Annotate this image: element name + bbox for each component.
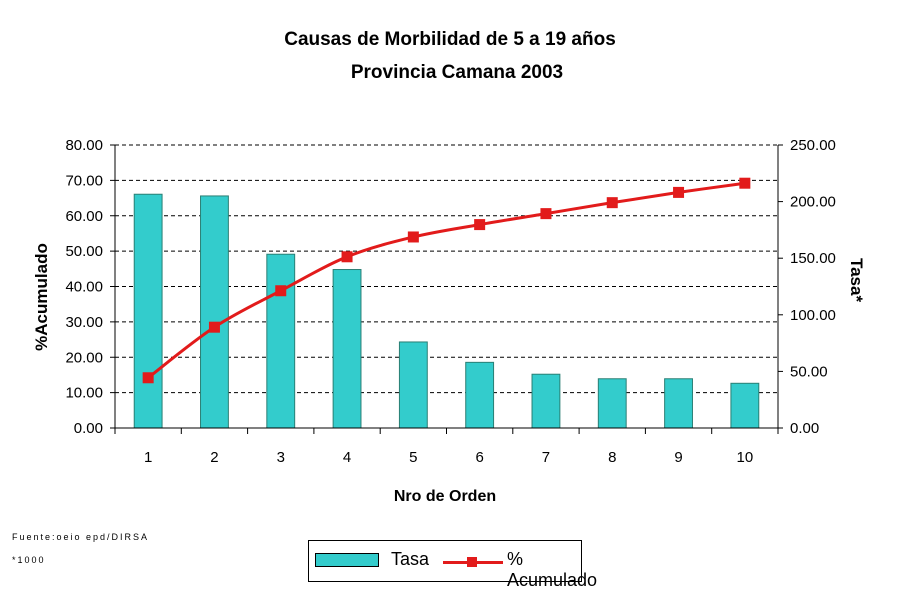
source-note: Fuente:oeio epd/DIRSA xyxy=(12,532,150,542)
legend-marker-acumulado xyxy=(467,557,477,567)
y-left-tick-label: 20.00 xyxy=(65,349,103,366)
y-right-tick-label: 0.00 xyxy=(790,420,819,437)
gridlines xyxy=(115,144,778,394)
point-acumulado xyxy=(673,186,685,198)
point-acumulado xyxy=(739,177,751,189)
y-left-tick-label: 70.00 xyxy=(65,172,103,189)
bar-tasa xyxy=(200,195,229,429)
point-acumulado xyxy=(341,251,353,263)
x-tick-label: 8 xyxy=(608,449,616,466)
axes xyxy=(110,144,783,434)
point-acumulado xyxy=(474,219,486,231)
point-acumulado xyxy=(208,321,220,333)
x-tick-label: 6 xyxy=(475,449,483,466)
y-left-tick-label: 50.00 xyxy=(65,243,103,260)
bar-tasa xyxy=(398,341,428,429)
legend-label-acumulado: % Acumulado xyxy=(507,549,598,590)
point-acumulado xyxy=(275,285,287,297)
bar-tasa xyxy=(133,193,163,429)
y-left-tick-label: 60.00 xyxy=(65,208,103,225)
y-left-tick-label: 80.00 xyxy=(65,137,103,154)
line-acumulado xyxy=(147,181,746,379)
y-right-tick-label: 150.00 xyxy=(790,250,836,267)
x-tick-label: 5 xyxy=(409,449,417,466)
bar-tasa xyxy=(664,378,693,429)
bar-tasa xyxy=(266,253,296,429)
bar-tasa xyxy=(730,382,760,429)
point-acumulado xyxy=(407,231,419,243)
y-right-tick-label: 50.00 xyxy=(790,363,828,380)
bar-tasa xyxy=(597,378,627,429)
chart-title: Causas de Morbilidad de 5 a 19 años xyxy=(284,29,616,50)
x-tick-label: 7 xyxy=(542,449,550,466)
x-tick-label: 3 xyxy=(277,449,285,466)
y-axis-left-label: %Acumulado xyxy=(32,243,51,351)
point-acumulado xyxy=(142,372,154,384)
bar-tasa xyxy=(332,269,362,429)
chart-subtitle: Provincia Camana 2003 xyxy=(351,62,563,83)
x-axis-label: Nro de Orden xyxy=(394,488,496,505)
x-tick-label: 2 xyxy=(210,449,218,466)
y-left-tick-label: 10.00 xyxy=(65,385,103,402)
x-tick-label: 1 xyxy=(144,449,152,466)
y-axis-right-label: Tasa* xyxy=(847,258,866,302)
y-left-tick-label: 40.00 xyxy=(65,279,103,296)
y-right-tick-label: 200.00 xyxy=(790,194,836,211)
x-tick-label: 10 xyxy=(737,449,754,466)
tick-labels: 0.0010.0020.0030.0040.0050.0060.0070.008… xyxy=(65,137,835,466)
point-acumulado xyxy=(606,197,618,209)
legend-swatch-tasa xyxy=(315,553,379,567)
line-series xyxy=(142,177,751,384)
legend: Tasa % Acumulado xyxy=(308,540,597,590)
x-tick-label: 4 xyxy=(343,449,351,466)
y-left-tick-label: 0.00 xyxy=(74,420,103,437)
point-acumulado xyxy=(540,208,552,220)
legend-label-tasa: Tasa xyxy=(391,549,430,569)
y-right-tick-label: 100.00 xyxy=(790,307,836,324)
y-right-tick-label: 250.00 xyxy=(790,137,836,154)
y-left-tick-label: 30.00 xyxy=(65,314,103,331)
bar-tasa xyxy=(465,361,495,429)
bar-tasa xyxy=(531,373,561,429)
unit-note: *1000 xyxy=(12,555,46,565)
bar-series xyxy=(133,193,760,429)
x-tick-label: 9 xyxy=(674,449,682,466)
